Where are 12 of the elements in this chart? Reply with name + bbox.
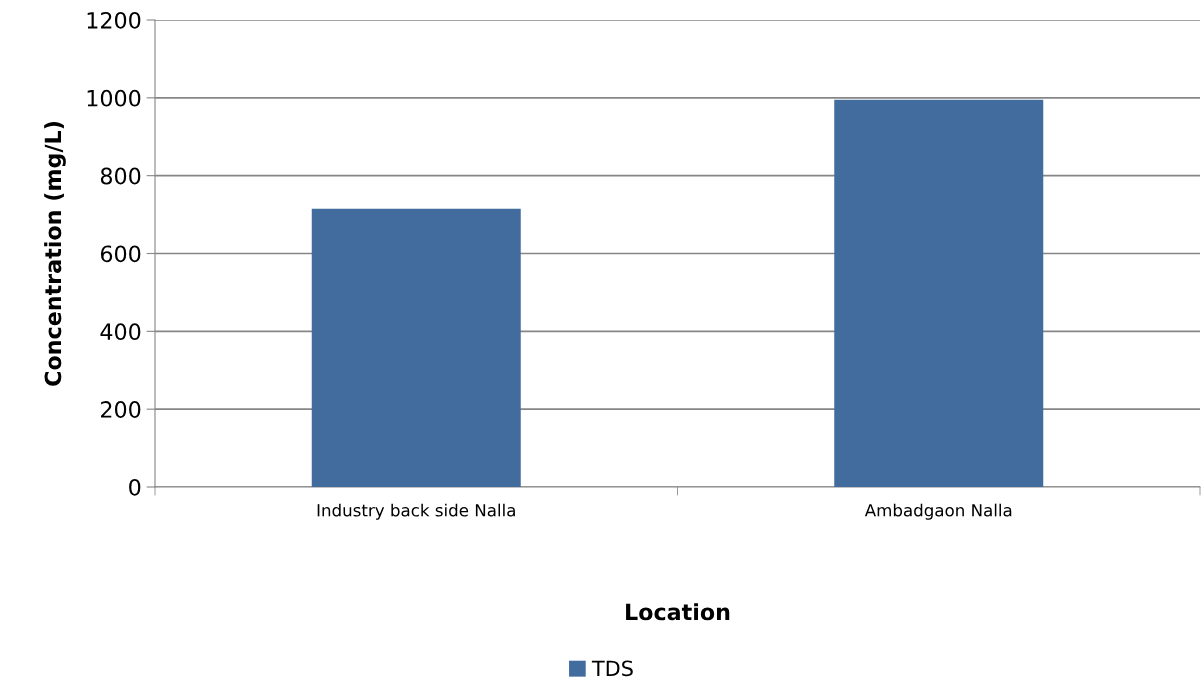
x-axis-title: Location [626, 603, 730, 621]
legend-label: TDS [591, 660, 633, 677]
y-tick-label: 1200 [87, 11, 141, 29]
x-tick-label: Ambadgaon Nalla [864, 503, 1012, 520]
y-tick-label: 600 [100, 245, 141, 263]
y-tick-label: 1000 [87, 89, 141, 107]
y-tick-label: 0 [129, 478, 141, 496]
y-axis-title: Concentration (mg/L) [44, 122, 66, 386]
y-tick-label: 400 [100, 323, 141, 341]
y-tick-label: 800 [100, 167, 141, 185]
x-tick-label: Industry back side Nalla [317, 503, 515, 520]
y-tick-label: 200 [101, 401, 141, 418]
